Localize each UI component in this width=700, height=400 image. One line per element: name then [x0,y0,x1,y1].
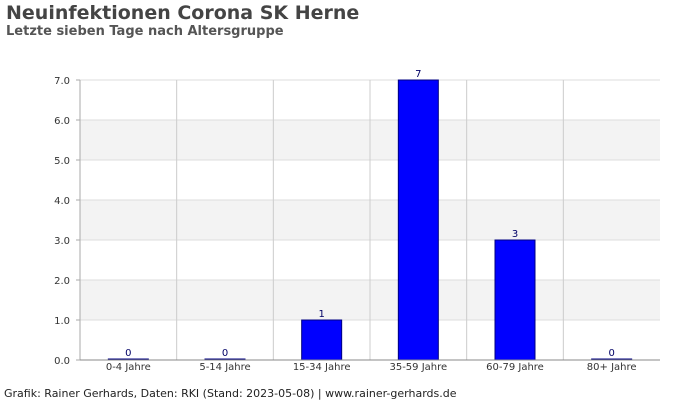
chart-subtitle: Letzte sieben Tage nach Altersgruppe [6,24,284,39]
x-tick-label: 0-4 Jahre [106,362,151,373]
chart-title: Neuinfektionen Corona SK Herne [6,2,360,24]
y-tick-label: 6.0 [54,116,70,127]
footer-credit: Grafik: Rainer Gerhards, Daten: RKI (Sta… [4,387,457,400]
value-label: 0 [608,348,614,359]
value-label: 7 [415,69,421,80]
value-labels: 0 0 1 7 3 0 [125,69,615,359]
x-tick-labels: 0-4 Jahre 5-14 Jahre 15-34 Jahre 35-59 Jahr… [106,362,637,373]
x-tick-label: 35-59 Jahre [389,362,447,373]
y-tick-label: 7.0 [54,76,70,87]
value-label: 0 [125,348,131,359]
bars [107,79,633,361]
x-tick-label: 5-14 Jahre [199,362,250,373]
y-tick-label: 3.0 [54,236,70,247]
bar [494,239,536,361]
y-tick-label: 5.0 [54,156,70,167]
x-tick-label: 80+ Jahre [587,362,637,373]
axes [76,79,660,361]
x-tick-label: 60-79 Jahre [486,362,544,373]
y-tick-label: 1.0 [54,316,70,327]
x-tick-label: 15-34 Jahre [293,362,351,373]
bar [301,319,343,361]
bar [397,79,439,361]
vertical-gridlines [176,80,564,360]
value-label: 3 [512,229,518,240]
value-label: 1 [318,309,324,320]
y-tick-labels: 0.0 1.0 2.0 3.0 4.0 5.0 6.0 7.0 [54,76,70,367]
y-tick-label: 0.0 [54,356,70,367]
value-label: 0 [222,348,228,359]
y-tick-label: 2.0 [54,276,70,287]
y-tick-label: 4.0 [54,196,70,207]
